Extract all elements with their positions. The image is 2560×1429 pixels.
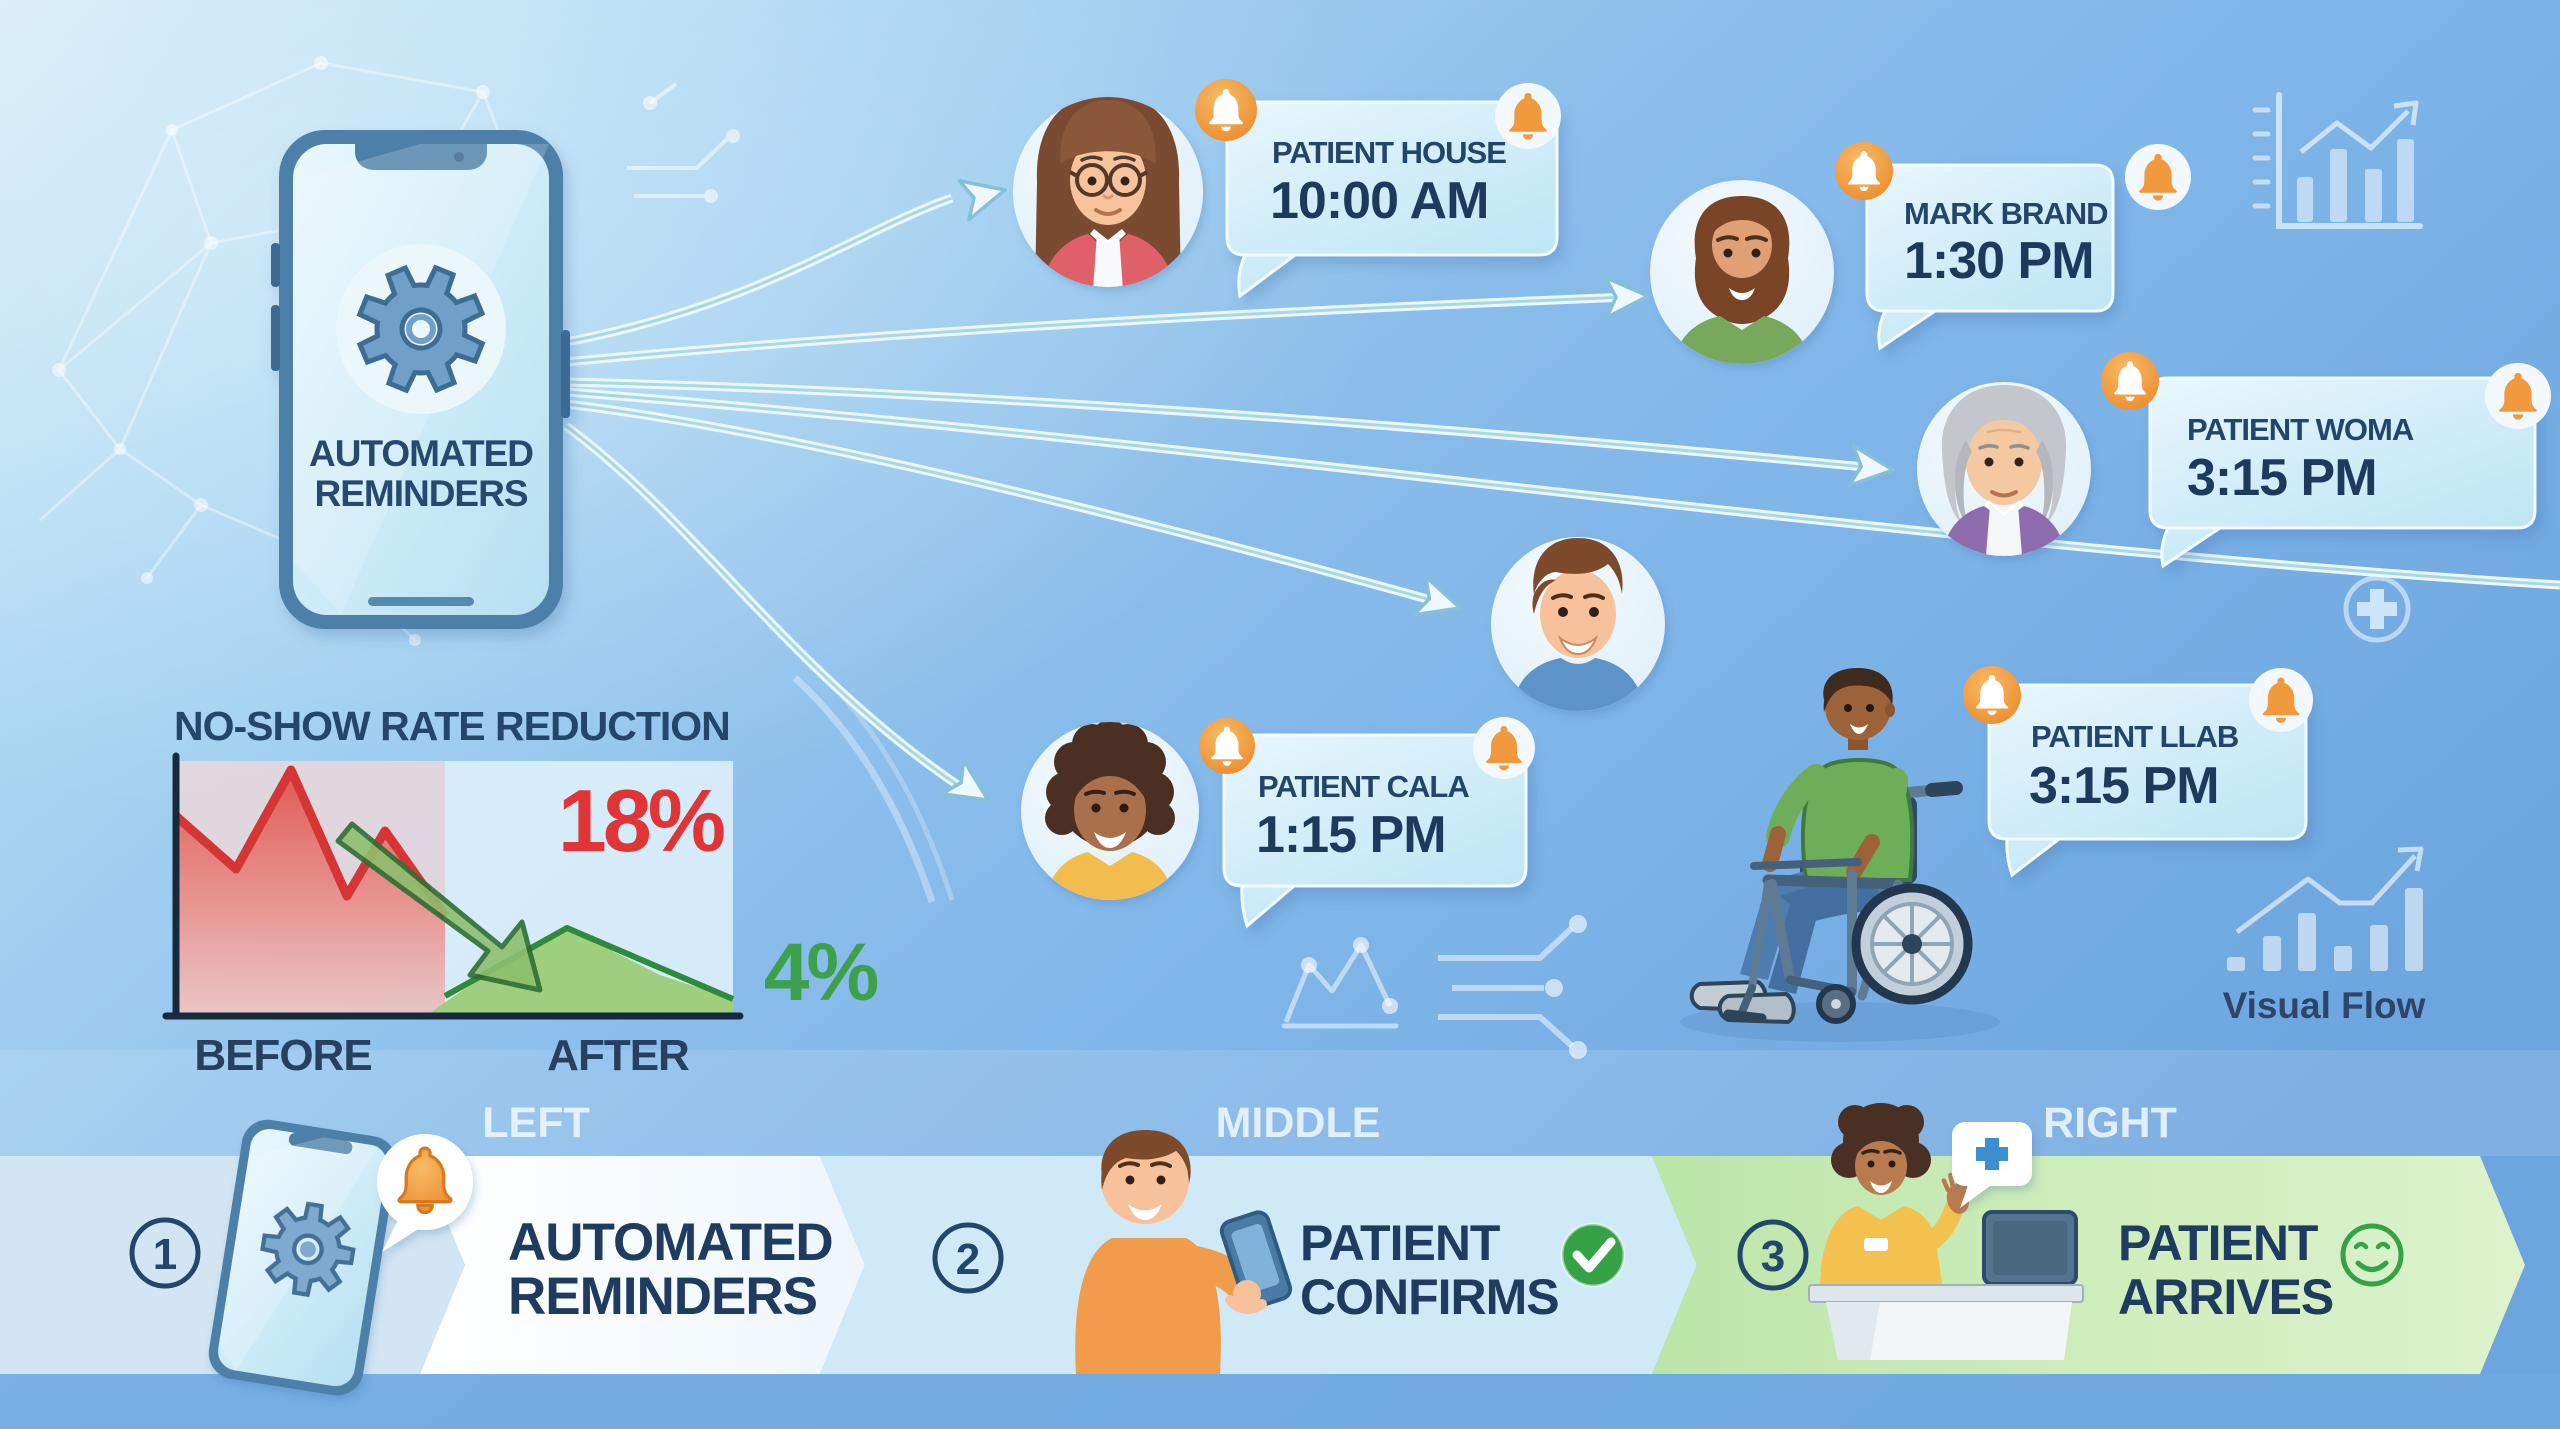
svg-text:PATIENT: PATIENT: [2118, 1215, 2318, 1271]
svg-text:BEFORE: BEFORE: [194, 1031, 371, 1080]
svg-text:PATIENT LLAB: PATIENT LLAB: [2031, 719, 2238, 754]
svg-text:AUTOMATED: AUTOMATED: [309, 433, 533, 474]
svg-text:PATIENT HOUSE: PATIENT HOUSE: [1272, 135, 1506, 170]
svg-text:18%: 18%: [558, 771, 724, 870]
svg-text:10:00 AM: 10:00 AM: [1270, 172, 1488, 230]
svg-text:3:15 PM: 3:15 PM: [2029, 757, 2219, 815]
svg-text:LEFT: LEFT: [482, 1099, 589, 1147]
svg-text:4%: 4%: [764, 927, 878, 1018]
svg-text:2: 2: [956, 1235, 980, 1284]
svg-text:PATIENT WOMA: PATIENT WOMA: [2187, 412, 2414, 447]
svg-text:PATIENT CALA: PATIENT CALA: [1258, 769, 1469, 804]
svg-text:ARRIVES: ARRIVES: [2118, 1269, 2333, 1325]
svg-text:MIDDLE: MIDDLE: [1216, 1099, 1381, 1147]
svg-text:1:15 PM: 1:15 PM: [1256, 806, 1446, 864]
svg-text:1: 1: [153, 1230, 177, 1279]
svg-text:3: 3: [1761, 1232, 1785, 1281]
svg-text:REMINDERS: REMINDERS: [314, 473, 527, 514]
svg-text:CONFIRMS: CONFIRMS: [1300, 1269, 1559, 1325]
svg-text:NO-SHOW RATE REDUCTION: NO-SHOW RATE REDUCTION: [174, 703, 730, 749]
svg-text:AUTOMATED: AUTOMATED: [508, 1213, 833, 1272]
svg-text:REMINDERS: REMINDERS: [508, 1267, 817, 1326]
svg-text:1:30 PM: 1:30 PM: [1904, 232, 2094, 290]
svg-text:RIGHT: RIGHT: [2043, 1099, 2177, 1147]
svg-text:PATIENT: PATIENT: [1300, 1215, 1500, 1271]
svg-text:AFTER: AFTER: [547, 1031, 689, 1080]
svg-text:3:15 PM: 3:15 PM: [2187, 449, 2377, 507]
svg-text:Visual Flow: Visual Flow: [2223, 985, 2426, 1026]
svg-text:MARK BRAND: MARK BRAND: [1904, 196, 2108, 231]
